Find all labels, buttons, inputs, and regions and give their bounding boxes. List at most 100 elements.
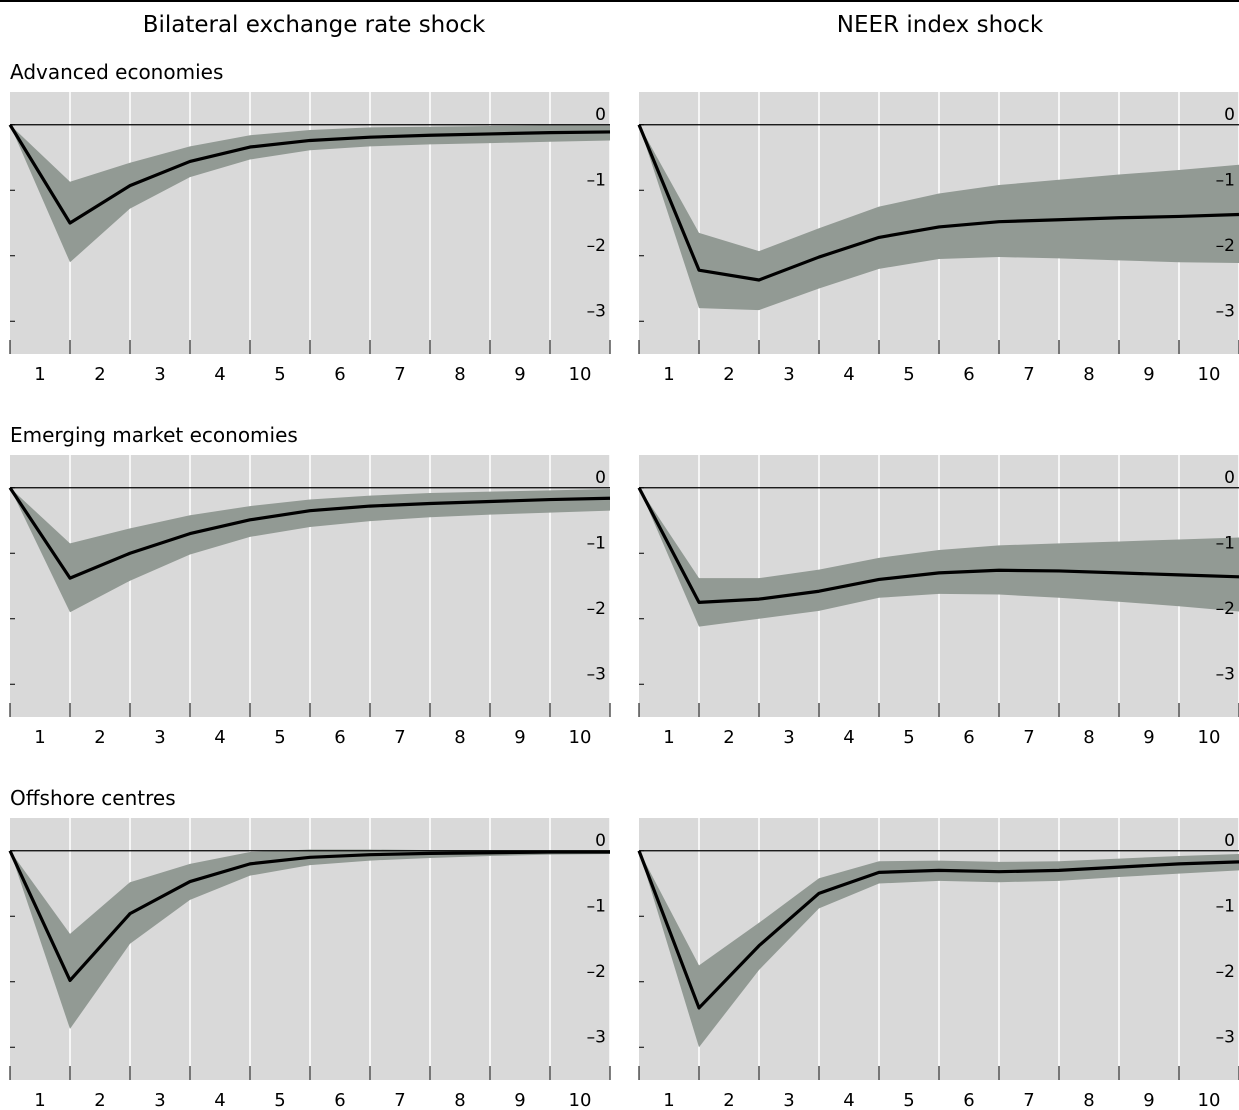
panel-advanced-neer-y-tick-label: –1 [1216,170,1235,190]
panel-advanced-bilateral-x-tick-label: 10 [569,364,592,385]
panel-offshore-bilateral-y-tick-label: 0 [595,831,606,851]
panel-advanced-neer-x-tick-label: 8 [1083,364,1094,385]
panel-emerging-bilateral-x-tick-label: 8 [454,727,465,748]
panel-offshore-neer-median-line [637,850,1239,1010]
panel-offshore-bilateral-x-tick-label: 10 [569,1090,592,1110]
panel-advanced-bilateral-x-tick-label: 2 [94,364,105,385]
panel-advanced-neer-y-tick-label: 0 [1224,105,1235,125]
panel-advanced-bilateral-y-tick-label: –1 [587,170,606,190]
panel-advanced-bilateral-x-tick-label: 9 [514,364,525,385]
panel-emerging-bilateral-x-tick-label: 10 [569,727,592,748]
panel-advanced-bilateral: 0 –1 –2 –3 1 2 3 4 5 6 7 8 9 10 [8,92,611,385]
row-label-offshore: Offshore centres [10,786,176,810]
panel-emerging-neer-median-line [637,487,1239,604]
panel-emerging-neer-y-tick-label: –2 [1216,599,1235,619]
panel-emerging-bilateral-x-tick-label: 3 [154,727,165,748]
panel-advanced-neer-x-tick-label: 10 [1198,364,1221,385]
top-rule [0,0,1239,2]
panel-offshore-neer-x-tick-label: 6 [963,1090,974,1110]
panel-offshore-bilateral-median-line [8,850,610,983]
panel-emerging-bilateral-y-tick-label: –1 [587,533,606,553]
panel-emerging-neer-y-tick-label: 0 [1224,468,1235,488]
panel-advanced-bilateral-y-tick-label: 0 [595,105,606,125]
panel-advanced-neer-x-tick-label: 1 [663,364,674,385]
panel-advanced-bilateral-x-tick-label: 8 [454,364,465,385]
panel-offshore-neer-x-tick-label: 5 [903,1090,914,1110]
panel-emerging-neer-x-tick-label: 10 [1198,727,1221,748]
panel-emerging-neer-x-tick-label: 2 [723,727,734,748]
panel-emerging-bilateral-y-tick-label: 0 [595,468,606,488]
panel-offshore-bilateral-x-tick-label: 2 [94,1090,105,1110]
panel-offshore-neer-y-tick-label: –3 [1216,1027,1235,1047]
panel-offshore-bilateral-y-tick-label: –2 [587,962,606,982]
panel-emerging-bilateral-x-tick-label: 4 [214,727,225,748]
panel-offshore-bilateral-confidence-band [10,849,610,1029]
panel-advanced-bilateral-x-tick-label: 4 [214,364,225,385]
panel-advanced-neer-x-tick-label: 4 [843,364,854,385]
panel-advanced-neer: 0 –1 –2 –3 1 2 3 4 5 6 7 8 9 10 [637,92,1239,385]
panel-advanced-neer-x-tick-label: 3 [783,364,794,385]
panel-emerging-bilateral: 0 –1 –2 –3 1 2 3 4 5 6 7 8 9 10 [8,455,611,748]
panel-advanced-neer-x-tick-label: 2 [723,364,734,385]
panel-advanced-bilateral-x-tick-label: 6 [334,364,345,385]
panel-offshore-neer-x-tick-label: 10 [1198,1090,1221,1110]
panel-advanced-neer-y-tick-label: –2 [1216,236,1235,256]
panel-advanced-neer-x-tick-label: 7 [1023,364,1034,385]
panel-advanced-bilateral-x-tick-label: 5 [274,364,285,385]
panel-emerging-bilateral-x-tick-label: 2 [94,727,105,748]
panel-offshore-bilateral-x-tick-label: 8 [454,1090,465,1110]
panel-offshore-neer-confidence-band [639,850,1239,1048]
panel-advanced-bilateral-x-tick-label: 3 [154,364,165,385]
panel-offshore-neer-y-tick-label: –1 [1216,896,1235,916]
row-label-advanced: Advanced economies [10,60,224,84]
panel-offshore-neer-x-tick-label: 8 [1083,1090,1094,1110]
panel-emerging-bilateral-x-tick-label: 1 [34,727,45,748]
panel-advanced-neer-x-tick-label: 5 [903,364,914,385]
panel-emerging-bilateral-median-line [8,486,611,580]
panel-advanced-bilateral-x-tick-label: 7 [394,364,405,385]
panel-offshore-bilateral-x-tick-label: 3 [154,1090,165,1110]
panel-emerging-neer-x-tick-label: 4 [843,727,854,748]
row-label-emerging: Emerging market economies [10,423,298,447]
panel-offshore-bilateral-y-tick-label: –3 [587,1027,606,1047]
panel-offshore-neer-x-tick-label: 3 [783,1090,794,1110]
panel-offshore-bilateral-x-tick-label: 6 [334,1090,345,1110]
panel-offshore-neer-y-tick-label: 0 [1224,831,1235,851]
panel-advanced-bilateral-median-line [8,123,611,225]
panel-emerging-neer-x-tick-label: 5 [903,727,914,748]
panel-offshore-bilateral-x-tick-label: 9 [514,1090,525,1110]
column-title-bilateral: Bilateral exchange rate shock [142,12,486,38]
panel-offshore-neer-y-tick-label: –2 [1216,962,1235,982]
panel-emerging-neer-confidence-band [639,487,1239,627]
panel-advanced-neer-median-line [637,124,1239,282]
panel-offshore-neer-x-tick-label: 9 [1143,1090,1154,1110]
panel-emerging-neer-y-tick-label: –1 [1216,533,1235,553]
panel-emerging-neer-x-tick-label: 1 [663,727,674,748]
panel-offshore-bilateral-x-tick-label: 4 [214,1090,225,1110]
panel-emerging-neer-x-tick-label: 3 [783,727,794,748]
panel-emerging-neer-x-tick-label: 6 [963,727,974,748]
panel-advanced-neer-x-tick-label: 9 [1143,364,1154,385]
panel-emerging-neer: 0 –1 –2 –3 1 2 3 4 5 6 7 8 9 10 [637,455,1239,748]
panel-advanced-bilateral-confidence-band [10,124,610,263]
panel-advanced-bilateral-y-tick-label: –2 [587,236,606,256]
panel-emerging-bilateral-x-tick-label: 9 [514,727,525,748]
panel-offshore-neer-x-tick-label: 1 [663,1090,674,1110]
panel-offshore-bilateral-x-tick-label: 5 [274,1090,285,1110]
panel-advanced-neer-y-tick-label: –3 [1216,301,1235,321]
panel-emerging-bilateral-y-tick-label: –2 [587,599,606,619]
panel-emerging-bilateral-x-tick-label: 5 [274,727,285,748]
panel-advanced-neer-confidence-band [639,124,1239,311]
panel-advanced-bilateral-x-tick-label: 1 [34,364,45,385]
panel-emerging-bilateral-x-tick-label: 7 [394,727,405,748]
panel-advanced-neer-x-tick-label: 6 [963,364,974,385]
panel-offshore-neer-x-tick-label: 4 [843,1090,854,1110]
panel-emerging-neer-x-tick-label: 7 [1023,727,1034,748]
panel-offshore-bilateral-x-tick-label: 1 [34,1090,45,1110]
column-title-neer: NEER index shock [836,12,1044,38]
panel-offshore-neer-x-tick-label: 2 [723,1090,734,1110]
panel-emerging-bilateral-y-tick-label: –3 [587,664,606,684]
panel-offshore-bilateral-x-tick-label: 7 [394,1090,405,1110]
panel-emerging-neer-x-tick-label: 9 [1143,727,1154,748]
